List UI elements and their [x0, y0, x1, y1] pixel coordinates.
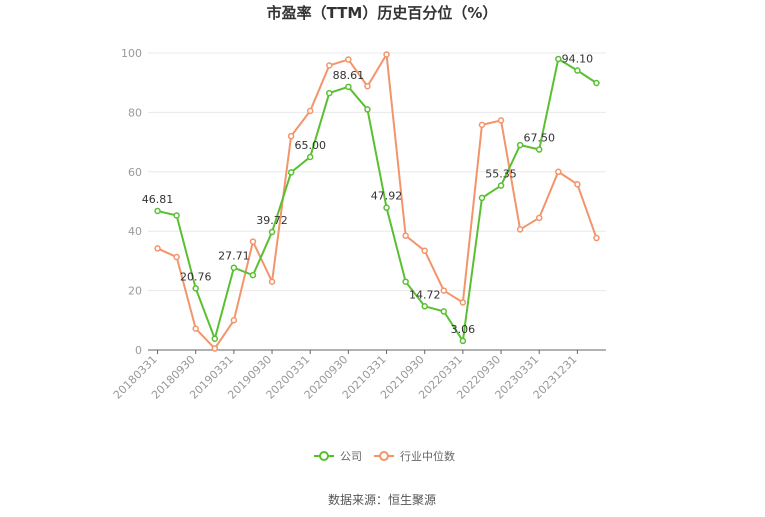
series-point-1[interactable]	[249, 238, 257, 245]
series-point-0[interactable]	[535, 146, 543, 153]
series-line-1	[157, 51, 598, 351]
grid-lines	[148, 52, 606, 292]
source-note: 数据来源：恒生聚源	[328, 492, 436, 507]
series-point-0[interactable]	[173, 212, 180, 219]
data-labels: 46.81 20.76 27.71 39.72 65.00 88.61 47.92 14.72…	[142, 53, 593, 336]
series-point-1[interactable]	[574, 181, 581, 188]
series-point-0[interactable]	[287, 169, 295, 176]
series-point-1[interactable]	[326, 62, 333, 69]
series-point-1[interactable]	[192, 325, 199, 332]
data-label: 65.00	[294, 139, 326, 152]
data-label: 88.61	[333, 69, 365, 82]
series-layer	[154, 51, 600, 352]
series-point-0[interactable]	[497, 182, 505, 189]
series-point-1[interactable]	[402, 232, 409, 239]
y-tick-label: 100	[121, 47, 142, 60]
y-tick-label: 60	[128, 166, 142, 179]
y-axis: 0 20 40 60 80 100	[121, 47, 142, 357]
series-point-1[interactable]	[345, 56, 352, 63]
series-line-0	[157, 57, 598, 344]
series-point-0[interactable]	[478, 194, 486, 202]
data-label: 27.71	[218, 250, 250, 263]
legend: 公司 行业中位数	[314, 449, 455, 463]
y-tick-label: 0	[135, 344, 142, 357]
data-label: 46.81	[142, 193, 174, 206]
series-point-1[interactable]	[306, 107, 314, 115]
series-point-1[interactable]	[497, 117, 505, 124]
legend-label-industry-median: 行业中位数	[400, 449, 455, 463]
legend-marker-industry-median	[379, 451, 389, 461]
series-point-0[interactable]	[402, 278, 409, 285]
series-point-1[interactable]	[535, 214, 543, 222]
series-point-1[interactable]	[173, 253, 180, 261]
series-point-1[interactable]	[383, 51, 390, 58]
data-label: 20.76	[180, 270, 212, 283]
data-label: 55.35	[485, 168, 517, 181]
series-point-0[interactable]	[326, 89, 333, 97]
series-point-0[interactable]	[421, 303, 428, 310]
series-point-0[interactable]	[154, 207, 161, 215]
series-point-1[interactable]	[230, 317, 238, 324]
y-tick-label: 40	[128, 225, 142, 238]
series-point-0[interactable]	[459, 337, 467, 345]
series-point-0[interactable]	[306, 153, 314, 161]
series-point-1[interactable]	[593, 234, 600, 242]
legend-label-company: 公司	[340, 450, 362, 463]
series-point-0[interactable]	[593, 79, 600, 87]
series-point-1[interactable]	[555, 168, 562, 176]
series-point-0[interactable]	[574, 67, 581, 74]
series-point-1[interactable]	[211, 345, 219, 352]
legend-item-industry-median[interactable]: 行业中位数	[374, 449, 455, 463]
data-label: 94.10	[562, 53, 594, 66]
series-point-1[interactable]	[440, 287, 448, 294]
series-point-1[interactable]	[459, 299, 467, 306]
series-point-0[interactable]	[230, 264, 238, 271]
series-point-1[interactable]	[287, 132, 295, 140]
data-label: 47.92	[371, 190, 403, 203]
legend-marker-company	[319, 451, 329, 461]
data-label: 67.50	[523, 132, 555, 145]
series-point-1[interactable]	[478, 121, 486, 129]
data-label: 3.06	[451, 323, 476, 336]
series-point-0[interactable]	[440, 308, 448, 315]
y-tick-label: 20	[128, 285, 142, 298]
series-point-1[interactable]	[421, 247, 428, 255]
series-point-1[interactable]	[516, 226, 524, 233]
data-label: 14.72	[409, 288, 441, 301]
series-point-0[interactable]	[555, 55, 562, 63]
series-point-1[interactable]	[154, 245, 161, 252]
y-tick-label: 80	[128, 106, 142, 119]
series-point-0[interactable]	[192, 285, 199, 292]
series-point-0[interactable]	[211, 335, 219, 342]
series-point-1[interactable]	[364, 83, 371, 90]
series-point-0[interactable]	[268, 228, 276, 236]
series-point-0[interactable]	[364, 106, 371, 113]
chart-title: 市盈率（TTM）历史百分位（%）	[267, 4, 498, 22]
data-label: 39.72	[256, 214, 288, 227]
series-point-0[interactable]	[345, 83, 352, 91]
series-point-0[interactable]	[516, 141, 524, 149]
legend-item-company[interactable]: 公司	[314, 450, 362, 463]
x-axis: 2018033120180930201903312019093020200331…	[111, 350, 579, 402]
series-point-1[interactable]	[268, 278, 276, 285]
series-point-0[interactable]	[383, 204, 390, 211]
series-point-0[interactable]	[249, 271, 257, 279]
